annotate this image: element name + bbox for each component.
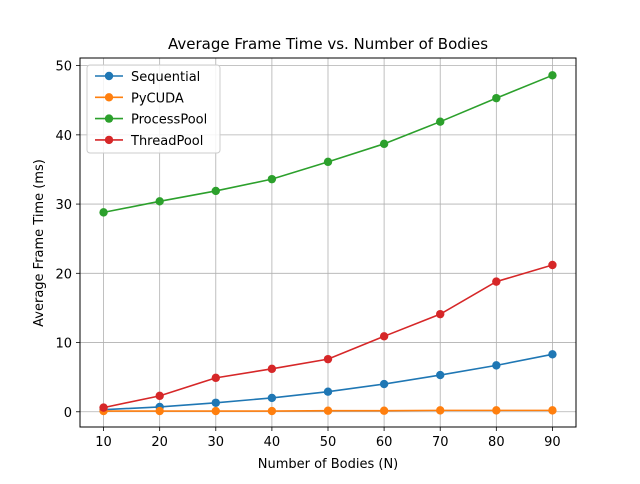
data-point	[492, 361, 501, 370]
x-tick-label: 30	[208, 435, 225, 450]
data-point	[155, 197, 164, 206]
x-tick-label: 80	[488, 435, 505, 450]
data-point	[211, 406, 220, 416]
data-point	[436, 309, 445, 319]
y-axis-label: Average Frame Time (ms)	[32, 159, 47, 327]
x-tick-label: 50	[320, 435, 337, 450]
data-point	[267, 174, 277, 184]
data-point	[379, 332, 389, 341]
data-point	[323, 157, 333, 167]
y-tick-label: 50	[55, 60, 72, 75]
legend-marker	[104, 135, 114, 145]
data-point	[323, 387, 333, 396]
data-point	[211, 373, 220, 383]
y-tick-label: 10	[55, 337, 72, 352]
data-point	[436, 406, 445, 415]
legend-marker	[104, 114, 114, 123]
data-point	[492, 406, 501, 415]
x-tick-label: 60	[376, 435, 393, 450]
legend-marker	[104, 93, 114, 102]
series-layer	[99, 71, 557, 416]
data-point	[379, 379, 389, 389]
x-tick-label: 20	[151, 435, 168, 450]
data-point	[548, 406, 557, 415]
data-point	[99, 208, 108, 217]
y-tick-label: 30	[55, 198, 72, 213]
x-tick-label: 40	[264, 435, 281, 450]
data-point	[548, 350, 557, 359]
data-point	[211, 398, 220, 407]
data-point	[436, 370, 445, 380]
data-point	[267, 406, 277, 416]
legend-marker	[104, 71, 114, 81]
data-point	[211, 186, 220, 196]
legend-label: Sequential	[131, 70, 200, 85]
legend-label: ThreadPool	[130, 134, 203, 149]
ticks: 10 20 30 40 50 60 70 80 90 0 10 20 30 40 50	[55, 60, 560, 450]
grid	[80, 58, 576, 427]
data-point	[267, 364, 277, 374]
y-tick-label: 40	[55, 129, 72, 144]
data-point	[492, 277, 501, 286]
data-point	[548, 71, 557, 80]
data-point	[99, 403, 108, 412]
x-tick-label: 70	[432, 435, 449, 450]
data-point	[155, 406, 164, 416]
series-processpool	[99, 71, 557, 217]
y-tick-label: 0	[64, 406, 72, 421]
data-point	[492, 93, 501, 103]
legend: Sequential PyCUDA ProcessPool ThreadPool	[86, 64, 221, 154]
data-point	[267, 393, 277, 403]
data-point	[379, 406, 389, 415]
legend-label: PyCUDA	[131, 91, 184, 106]
x-tick-label: 10	[95, 435, 112, 450]
data-point	[548, 260, 557, 270]
data-point	[155, 391, 164, 401]
chart-title: Average Frame Time vs. Number of Bodies	[168, 35, 488, 53]
data-point	[436, 117, 445, 126]
x-axis-label: Number of Bodies (N)	[258, 457, 399, 472]
series-threadpool	[99, 260, 557, 412]
data-point	[379, 139, 389, 149]
data-point	[323, 406, 333, 415]
legend-box	[86, 64, 221, 154]
legend-label: ProcessPool	[131, 113, 207, 128]
series-pycuda	[99, 406, 557, 416]
x-tick-label: 90	[544, 435, 561, 450]
data-point	[323, 354, 333, 364]
y-tick-label: 20	[55, 267, 72, 282]
